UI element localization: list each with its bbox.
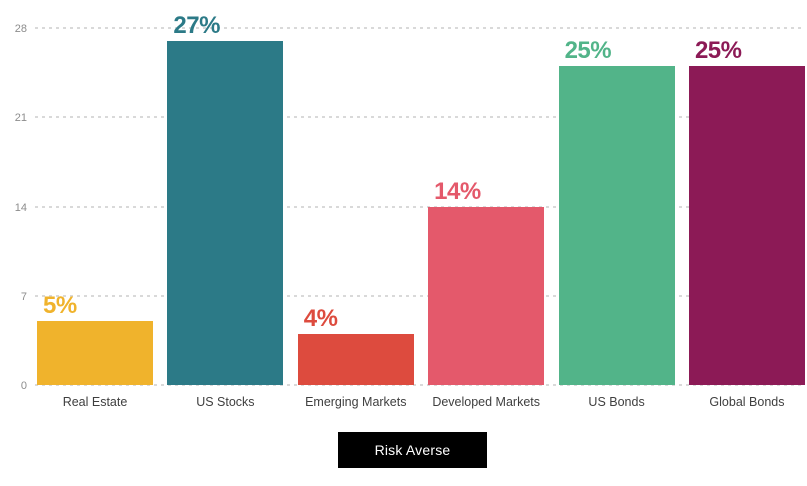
bar-real-estate — [37, 321, 153, 385]
bar-slot-developed-markets: 14% — [428, 28, 545, 385]
bar-slot-us-bonds: 25% — [558, 28, 675, 385]
gridline-y-7 — [35, 294, 805, 297]
bar-us-stocks — [167, 40, 284, 385]
plot-area: 5% 27% 4% 14% 25% 25% — [35, 13, 805, 386]
bar-value-label-global-bonds: 25% — [694, 37, 742, 65]
bar-slot-real-estate: 5% — [37, 28, 153, 385]
gridline-y-28 — [35, 27, 805, 29]
bar-slot-us-stocks: 27% — [167, 13, 284, 385]
x-category-label-real-estate: Real Estate — [62, 395, 128, 409]
x-category-label-us-bonds: US Bonds — [588, 395, 645, 409]
bar-slot-global-bonds: 25% — [688, 28, 805, 385]
x-category-label-emerging-markets: Emerging Markets — [305, 395, 407, 409]
y-tick-label-0: 0 — [20, 380, 27, 392]
bar-value-label-us-stocks: 27% — [173, 11, 220, 39]
bar-emerging-markets — [297, 334, 414, 385]
y-tick-label-21: 21 — [14, 112, 27, 125]
bar-value-label-us-bonds: 25% — [564, 37, 612, 65]
gridline-y-21 — [35, 116, 805, 119]
bar-us-bonds — [558, 66, 675, 385]
risk-averse-button[interactable]: Risk Averse — [338, 432, 487, 468]
bar-global-bonds — [688, 66, 805, 385]
bar-value-label-developed-markets: 14% — [434, 177, 481, 205]
x-category-label-global-bonds: Global Bonds — [709, 395, 785, 409]
bars-container: 5% 27% 4% 14% 25% 25% — [37, 13, 805, 385]
gridline-y-0 — [35, 384, 805, 386]
gridline-y-14 — [35, 205, 805, 208]
y-tick-label-14: 14 — [14, 201, 27, 214]
x-axis: Real Estate US Stocks Emerging Markets Deve… — [37, 395, 805, 409]
x-category-label-developed-markets: Developed Markets — [432, 395, 541, 409]
x-category-label-us-stocks: US Stocks — [196, 395, 255, 409]
bar-value-label-real-estate: 5% — [43, 292, 77, 320]
bar-slot-emerging-markets: 4% — [297, 28, 414, 385]
bar-value-label-emerging-markets: 4% — [303, 305, 338, 332]
y-tick-label-7: 7 — [20, 290, 27, 303]
y-tick-label-28: 28 — [14, 23, 27, 35]
bar-developed-markets — [428, 206, 545, 385]
